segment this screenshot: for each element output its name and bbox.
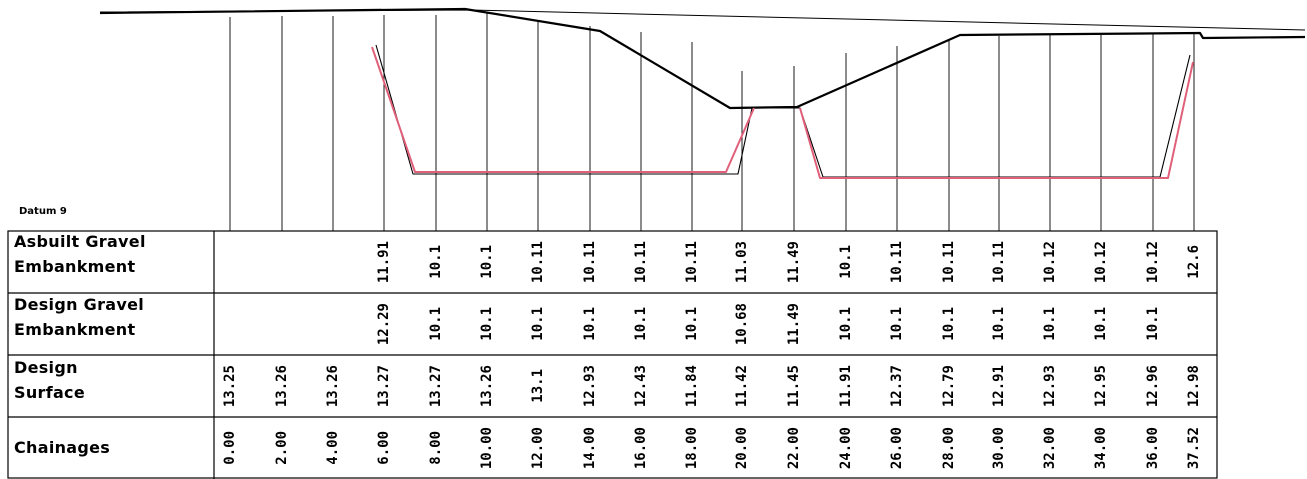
level-value: 10.1 — [1145, 307, 1161, 341]
level-value: 11.49 — [786, 302, 802, 346]
level-value: 10.1 — [479, 245, 495, 279]
level-value: 13.25 — [222, 364, 238, 408]
asbuilt-embankment-line-left — [371, 46, 755, 173]
design-embankment-line — [375, 44, 1191, 178]
row-label-asbuilt-line1: Asbuilt Gravel — [14, 232, 146, 251]
level-value: 12.93 — [582, 364, 598, 408]
level-value: 12.91 — [991, 364, 1007, 408]
row-label-chainages: Chainages — [14, 435, 110, 460]
level-value: 13.26 — [274, 364, 290, 408]
level-value: 10.1 — [428, 307, 444, 341]
chainage-value: 24.00 — [838, 426, 854, 470]
level-value: 10.1 — [1042, 307, 1058, 341]
chainage-value: 8.00 — [428, 431, 444, 465]
level-value: 11.45 — [786, 364, 802, 408]
level-value: 11.84 — [684, 364, 700, 408]
chainage-value: 28.00 — [941, 426, 957, 470]
chainage-value: 34.00 — [1093, 426, 1109, 470]
row-label-chainages-line1: Chainages — [14, 438, 111, 457]
chainage-value: 16.00 — [633, 426, 649, 470]
chainage-value: 26.00 — [889, 426, 905, 470]
level-value: 12.6 — [1186, 245, 1202, 279]
chainage-value: 14.00 — [582, 426, 598, 470]
chainage-value: 0.00 — [222, 431, 238, 465]
level-value: 10.1 — [428, 245, 444, 279]
level-value: 10.1 — [582, 307, 598, 341]
chainage-value: 22.00 — [786, 426, 802, 470]
level-value: 10.11 — [889, 240, 905, 284]
level-value: 11.91 — [376, 240, 392, 284]
row-label-asbuilt-line2: Embankment — [14, 257, 136, 276]
existing-ground-line — [99, 9, 1306, 31]
chainage-value: 18.00 — [684, 426, 700, 470]
level-value: 12.95 — [1093, 364, 1109, 408]
level-value: 13.27 — [376, 364, 392, 408]
chainage-value: 10.00 — [479, 426, 495, 470]
level-value: 10.68 — [734, 302, 750, 346]
row-label-design-gravel-line2: Embankment — [14, 320, 136, 339]
design-surface-line — [99, 7, 1306, 110]
profile-layer — [99, 7, 1306, 231]
level-value: 10.12 — [1145, 240, 1161, 284]
level-value: 12.98 — [1186, 364, 1202, 408]
level-value: 11.03 — [734, 240, 750, 284]
level-value: 10.11 — [530, 240, 546, 284]
level-value: 10.1 — [684, 307, 700, 341]
level-value: 10.1 — [941, 307, 957, 341]
row-label-design-surface: Design Surface — [14, 355, 85, 405]
level-value: 11.42 — [734, 364, 750, 408]
level-value: 13.27 — [428, 364, 444, 408]
level-value: 12.79 — [941, 364, 957, 408]
row-label-design-surface-line1: Design — [14, 358, 78, 377]
chainage-value: 6.00 — [376, 431, 392, 465]
chainage-value: 2.00 — [274, 431, 290, 465]
level-value: 12.29 — [376, 302, 392, 346]
level-value: 12.93 — [1042, 364, 1058, 408]
chainage-value: 4.00 — [325, 431, 341, 465]
level-value: 10.1 — [479, 307, 495, 341]
level-value: 10.11 — [582, 240, 598, 284]
level-value: 10.1 — [889, 307, 905, 341]
level-value: 13.1 — [530, 369, 546, 403]
level-value: 10.1 — [633, 307, 649, 341]
data-table-grid — [7, 230, 1218, 479]
level-value: 10.11 — [991, 240, 1007, 284]
level-value: 10.12 — [1042, 240, 1058, 284]
row-label-design-gravel-line1: Design Gravel — [14, 295, 145, 314]
level-value: 12.96 — [1145, 364, 1161, 408]
level-value: 10.1 — [838, 307, 854, 341]
row-label-design-gravel: Design Gravel Embankment — [14, 292, 144, 342]
level-value: 10.11 — [633, 240, 649, 284]
level-value: 10.1 — [838, 245, 854, 279]
row-label-design-surface-line2: Surface — [14, 383, 85, 402]
row-label-asbuilt: Asbuilt Gravel Embankment — [14, 229, 146, 279]
chainage-value: 36.00 — [1145, 426, 1161, 470]
level-value: 10.12 — [1093, 240, 1109, 284]
datum-label: Datum 9 — [19, 206, 67, 217]
chainage-value: 30.00 — [991, 426, 1007, 470]
level-value: 10.1 — [1093, 307, 1109, 341]
level-value: 12.37 — [889, 364, 905, 408]
chainage-value: 20.00 — [734, 426, 750, 470]
asbuilt-embankment-line-right — [799, 61, 1194, 179]
chainage-value: 32.00 — [1042, 426, 1058, 470]
level-value: 10.11 — [684, 240, 700, 284]
level-value: 13.26 — [479, 364, 495, 408]
level-value: 10.11 — [941, 240, 957, 284]
level-value: 11.49 — [786, 240, 802, 284]
level-value: 13.26 — [325, 364, 341, 408]
level-value: 11.91 — [838, 364, 854, 408]
level-value: 12.43 — [633, 364, 649, 408]
chainage-value: 37.52 — [1186, 426, 1202, 470]
level-value: 10.1 — [991, 307, 1007, 341]
chainage-value: 12.00 — [530, 426, 546, 470]
level-value: 10.1 — [530, 307, 546, 341]
